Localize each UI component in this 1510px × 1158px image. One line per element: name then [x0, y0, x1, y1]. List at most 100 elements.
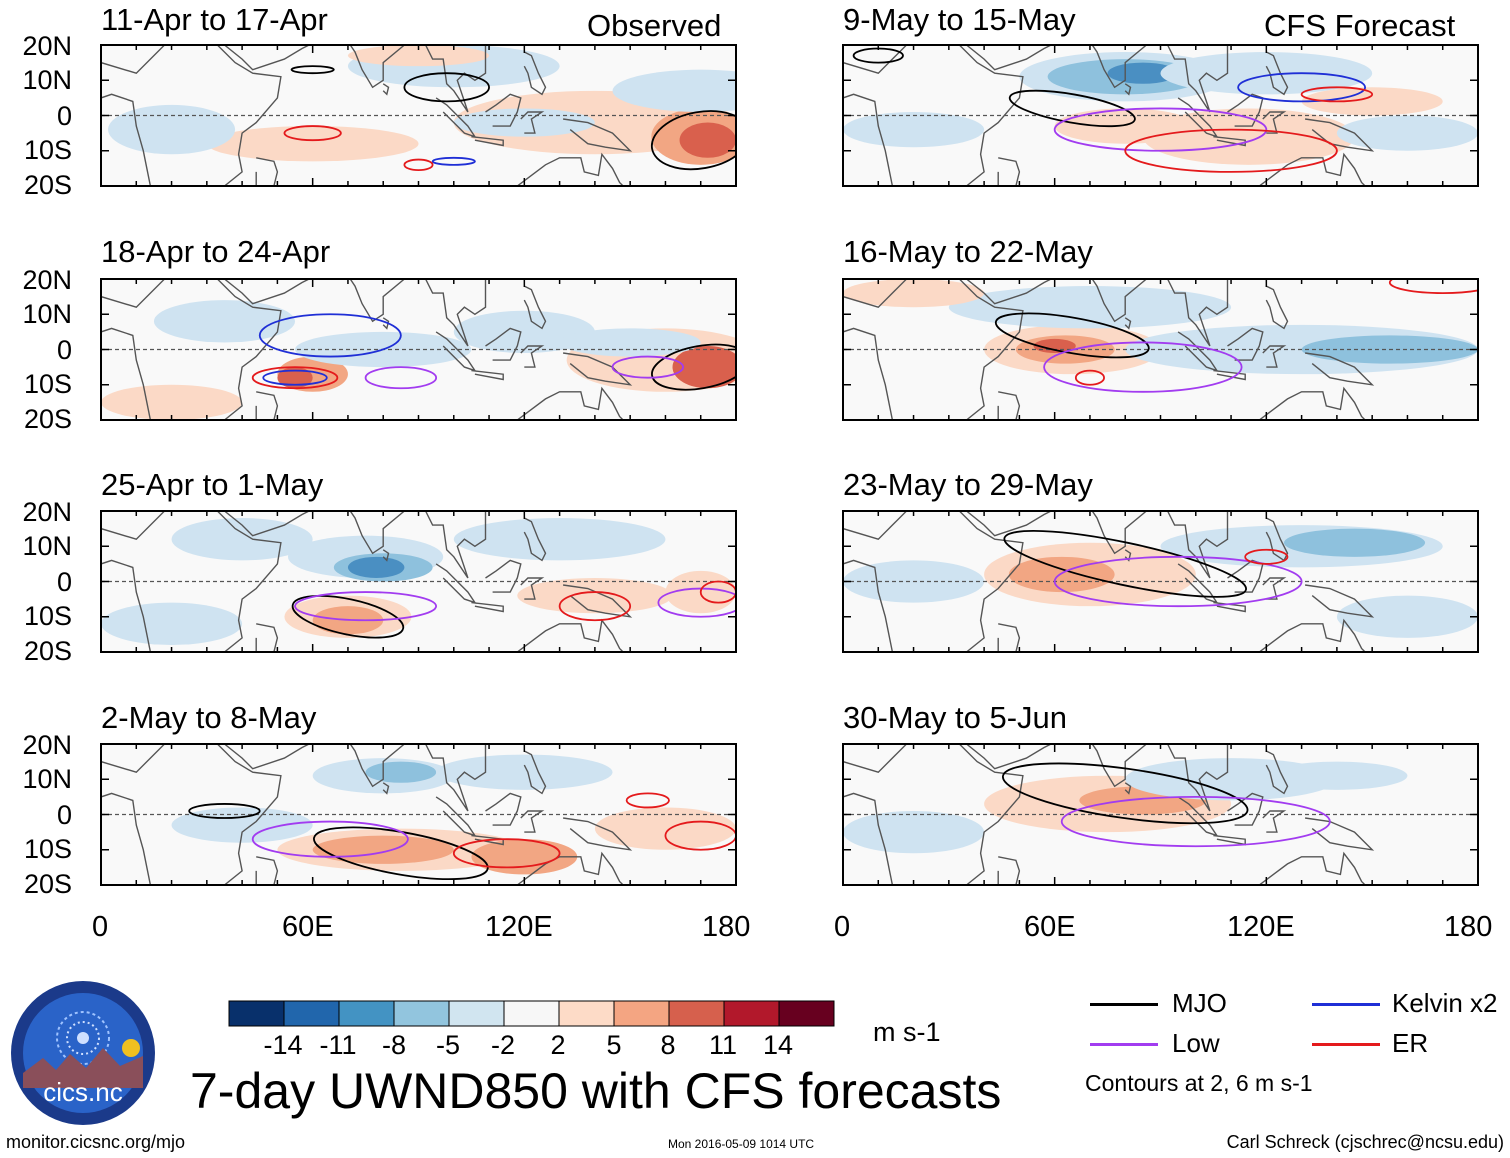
coastline [1213, 834, 1246, 846]
colorbar-swatch [668, 1000, 725, 1027]
map-content [101, 744, 736, 885]
colorbar-tick-label: -11 [319, 1030, 357, 1060]
wave-contour [1053, 107, 1268, 152]
coastline [485, 93, 522, 127]
lon-label: 60E [282, 911, 334, 943]
coastline [485, 792, 522, 826]
anomaly-shading [612, 69, 736, 112]
coastline [1166, 511, 1229, 579]
lat-label: 0 [56, 335, 72, 365]
cfs-forecast-label: CFS Forecast [1264, 8, 1456, 43]
coastline [471, 834, 504, 846]
map-panel [842, 278, 1479, 421]
anomaly-shading [312, 835, 454, 864]
anomaly-shading [101, 602, 243, 645]
lat-label: 20N [22, 265, 72, 295]
coastline [1213, 369, 1246, 381]
colorbar-tick-label: -14 [263, 1030, 303, 1060]
coastline [1166, 45, 1229, 113]
anomaly-shading [1283, 528, 1426, 557]
coastline [966, 511, 1052, 537]
coastline [966, 45, 1052, 71]
coastline [503, 851, 624, 885]
anomaly-shading [1336, 115, 1478, 151]
map-content [843, 744, 1478, 885]
map-content [843, 45, 1478, 186]
anomaly-shading [1008, 556, 1115, 593]
coastline [224, 744, 310, 770]
map-panel [842, 44, 1479, 187]
lat-label: 20S [23, 869, 72, 899]
coastline [523, 51, 547, 96]
legend-low-label: Low [1172, 1028, 1220, 1058]
coastline [966, 279, 1052, 305]
lat-label: 0 [56, 567, 72, 597]
colorbar-tick-label: -2 [490, 1030, 515, 1060]
map-content [101, 45, 736, 186]
colorbar-swatch [393, 1000, 450, 1027]
map-content [101, 511, 736, 652]
coastline [424, 744, 487, 812]
wave-contour [452, 838, 561, 869]
coastline [382, 317, 390, 330]
coastline [101, 744, 282, 885]
coastline [337, 744, 405, 788]
wave-contour [1244, 548, 1289, 565]
legend-kelvin-line [1312, 1003, 1380, 1006]
lon-label: 120E [1227, 911, 1295, 943]
footer-url[interactable]: monitor.cicsnc.org/mjo [6, 1132, 186, 1152]
colorbar-tick-label: 2 [550, 1030, 566, 1060]
anomaly-shading [365, 761, 437, 783]
coastline [435, 563, 477, 604]
colorbar-swatch [558, 1000, 615, 1027]
coastline [997, 391, 1021, 420]
anomaly-shading [1160, 52, 1373, 95]
anomaly-shading [594, 807, 736, 850]
colorbar-swatch [613, 1000, 670, 1027]
wave-contour [294, 591, 438, 622]
panel-title: 18-Apr to 24-Apr [101, 234, 331, 269]
anomaly-shading [843, 279, 985, 308]
map-panel [100, 278, 737, 421]
lat-label: 20S [23, 636, 72, 666]
anomaly-shading [108, 104, 236, 155]
anomaly-shading [1033, 338, 1076, 354]
colorbar-swatch [283, 1000, 340, 1027]
coastline [424, 511, 487, 579]
anomaly-shading [347, 556, 405, 578]
anomaly-shading [1301, 87, 1443, 116]
coastline [255, 391, 279, 420]
map-panel [100, 44, 737, 187]
coastline [471, 136, 504, 147]
coastline [1265, 517, 1289, 562]
coastline [224, 45, 310, 71]
lat-label: 10S [23, 834, 72, 864]
coastline [1245, 618, 1366, 652]
coastline [382, 782, 390, 795]
legend-mjo-label: MJO [1172, 988, 1227, 1018]
coastline [562, 118, 633, 152]
coastline [1079, 511, 1147, 555]
wave-contour [403, 158, 434, 172]
coastline [1079, 45, 1147, 89]
wave-contour [1053, 555, 1303, 608]
coastline [1227, 792, 1264, 826]
coastline [435, 331, 477, 372]
coastline [255, 157, 279, 186]
coastline [337, 45, 405, 89]
map-panel [100, 743, 737, 886]
coastline [1245, 851, 1366, 885]
colorbar-tick-label: 14 [762, 1030, 794, 1060]
coastline [101, 279, 282, 420]
coastline [562, 352, 633, 386]
coastline [503, 386, 624, 420]
lat-label: 10N [22, 764, 72, 794]
coastline [337, 511, 405, 555]
map-content [843, 511, 1478, 652]
lon-label: 120E [485, 911, 553, 943]
lat-label: 10N [22, 65, 72, 95]
coastline [1124, 83, 1132, 96]
lat-label: 0 [56, 800, 72, 830]
lon-label: 0 [92, 911, 109, 943]
observed-label: Observed [587, 8, 722, 43]
